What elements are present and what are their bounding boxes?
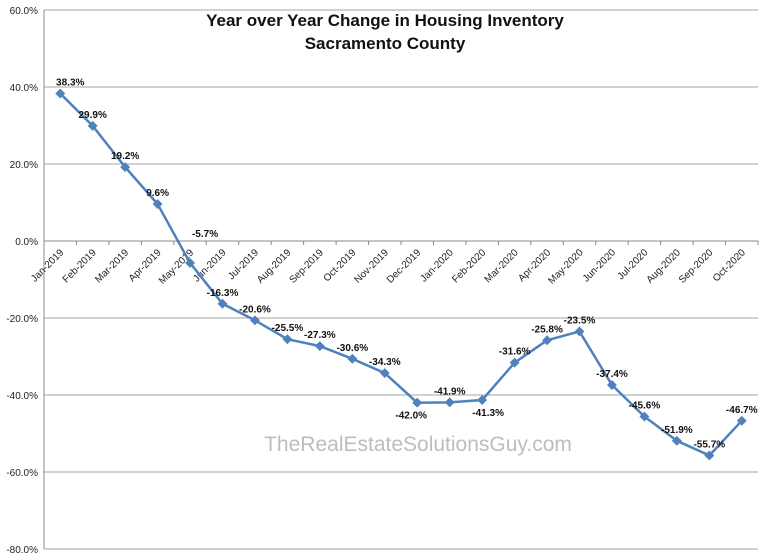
data-label: -25.8% [531, 324, 563, 335]
y-tick-label: -20.0% [6, 314, 38, 325]
y-tick-label: 20.0% [10, 160, 38, 171]
data-point [87, 120, 98, 131]
data-label: 38.3% [56, 78, 84, 89]
x-tick-label: Sep-2020 [677, 247, 716, 286]
data-point [120, 162, 131, 173]
data-label: -55.7% [693, 439, 725, 450]
data-point [607, 380, 617, 390]
x-tick-label: Aug-2020 [645, 247, 684, 286]
data-point [444, 397, 455, 408]
chart-title: Year over Year Change in Housing Invento… [206, 11, 564, 30]
data-point [671, 435, 682, 446]
data-label: -25.5% [272, 323, 304, 334]
x-tick-label: Jun-2019 [191, 247, 229, 285]
data-label: -20.6% [239, 304, 271, 315]
data-label: -27.3% [304, 330, 336, 341]
data-label: -37.4% [596, 369, 628, 380]
data-point [379, 368, 390, 379]
watermark: TheRealEstateSolutionsGuy.com [264, 433, 572, 456]
x-tick-label: Nov-2019 [352, 247, 391, 286]
data-point [55, 88, 66, 99]
chart-subtitle: Sacramento County [305, 34, 466, 53]
data-point [217, 298, 228, 309]
x-tick-label: Aug-2019 [255, 247, 294, 286]
data-label: -41.3% [472, 408, 504, 419]
data-label: -31.6% [499, 347, 531, 358]
data-label: -16.3% [207, 288, 239, 299]
x-tick-label: Mar-2019 [93, 247, 131, 285]
y-tick-label: -80.0% [6, 545, 38, 556]
data-point [704, 450, 715, 461]
y-tick-label: -60.0% [6, 468, 38, 479]
data-label: 19.2% [111, 151, 139, 162]
data-label: 29.9% [79, 110, 107, 121]
data-label: -23.5% [564, 315, 596, 326]
y-tick-label: 60.0% [10, 6, 38, 17]
x-tick-label: Mar-2020 [483, 247, 521, 285]
x-tick-label: May-2020 [546, 247, 586, 287]
data-point [152, 199, 163, 209]
data-label: -41.9% [434, 386, 466, 397]
data-point [639, 411, 650, 422]
data-point [347, 353, 358, 364]
data-point [542, 335, 552, 346]
data-point [412, 397, 423, 408]
y-tick-label: 0.0% [15, 237, 38, 248]
data-label: -34.3% [369, 357, 401, 368]
series-line [59, 92, 743, 457]
x-tick-label: Oct-2020 [711, 247, 748, 284]
data-label: 9.6% [146, 188, 169, 199]
data-point [250, 315, 260, 326]
x-tick-label: Feb-2020 [450, 247, 488, 285]
data-point [185, 257, 195, 268]
data-point [477, 395, 488, 405]
data-point [282, 334, 293, 345]
x-tick-label: Feb-2019 [61, 247, 99, 285]
data-label: -51.9% [661, 425, 693, 436]
data-point [314, 341, 325, 352]
data-label: -30.6% [336, 343, 368, 354]
data-label: -42.0% [395, 411, 427, 422]
y-tick-label: 40.0% [10, 83, 38, 94]
x-tick-label: Jun-2020 [581, 247, 619, 285]
data-point [574, 326, 585, 337]
data-point [509, 357, 520, 368]
x-tick-label: Sep-2019 [288, 247, 327, 286]
data-label: -45.6% [629, 401, 661, 412]
y-tick-label: -40.0% [6, 391, 38, 402]
data-label: -46.7% [726, 405, 758, 416]
data-point [736, 415, 747, 426]
x-tick-label: Dec-2019 [385, 247, 424, 286]
data-label: -5.7% [192, 229, 218, 240]
